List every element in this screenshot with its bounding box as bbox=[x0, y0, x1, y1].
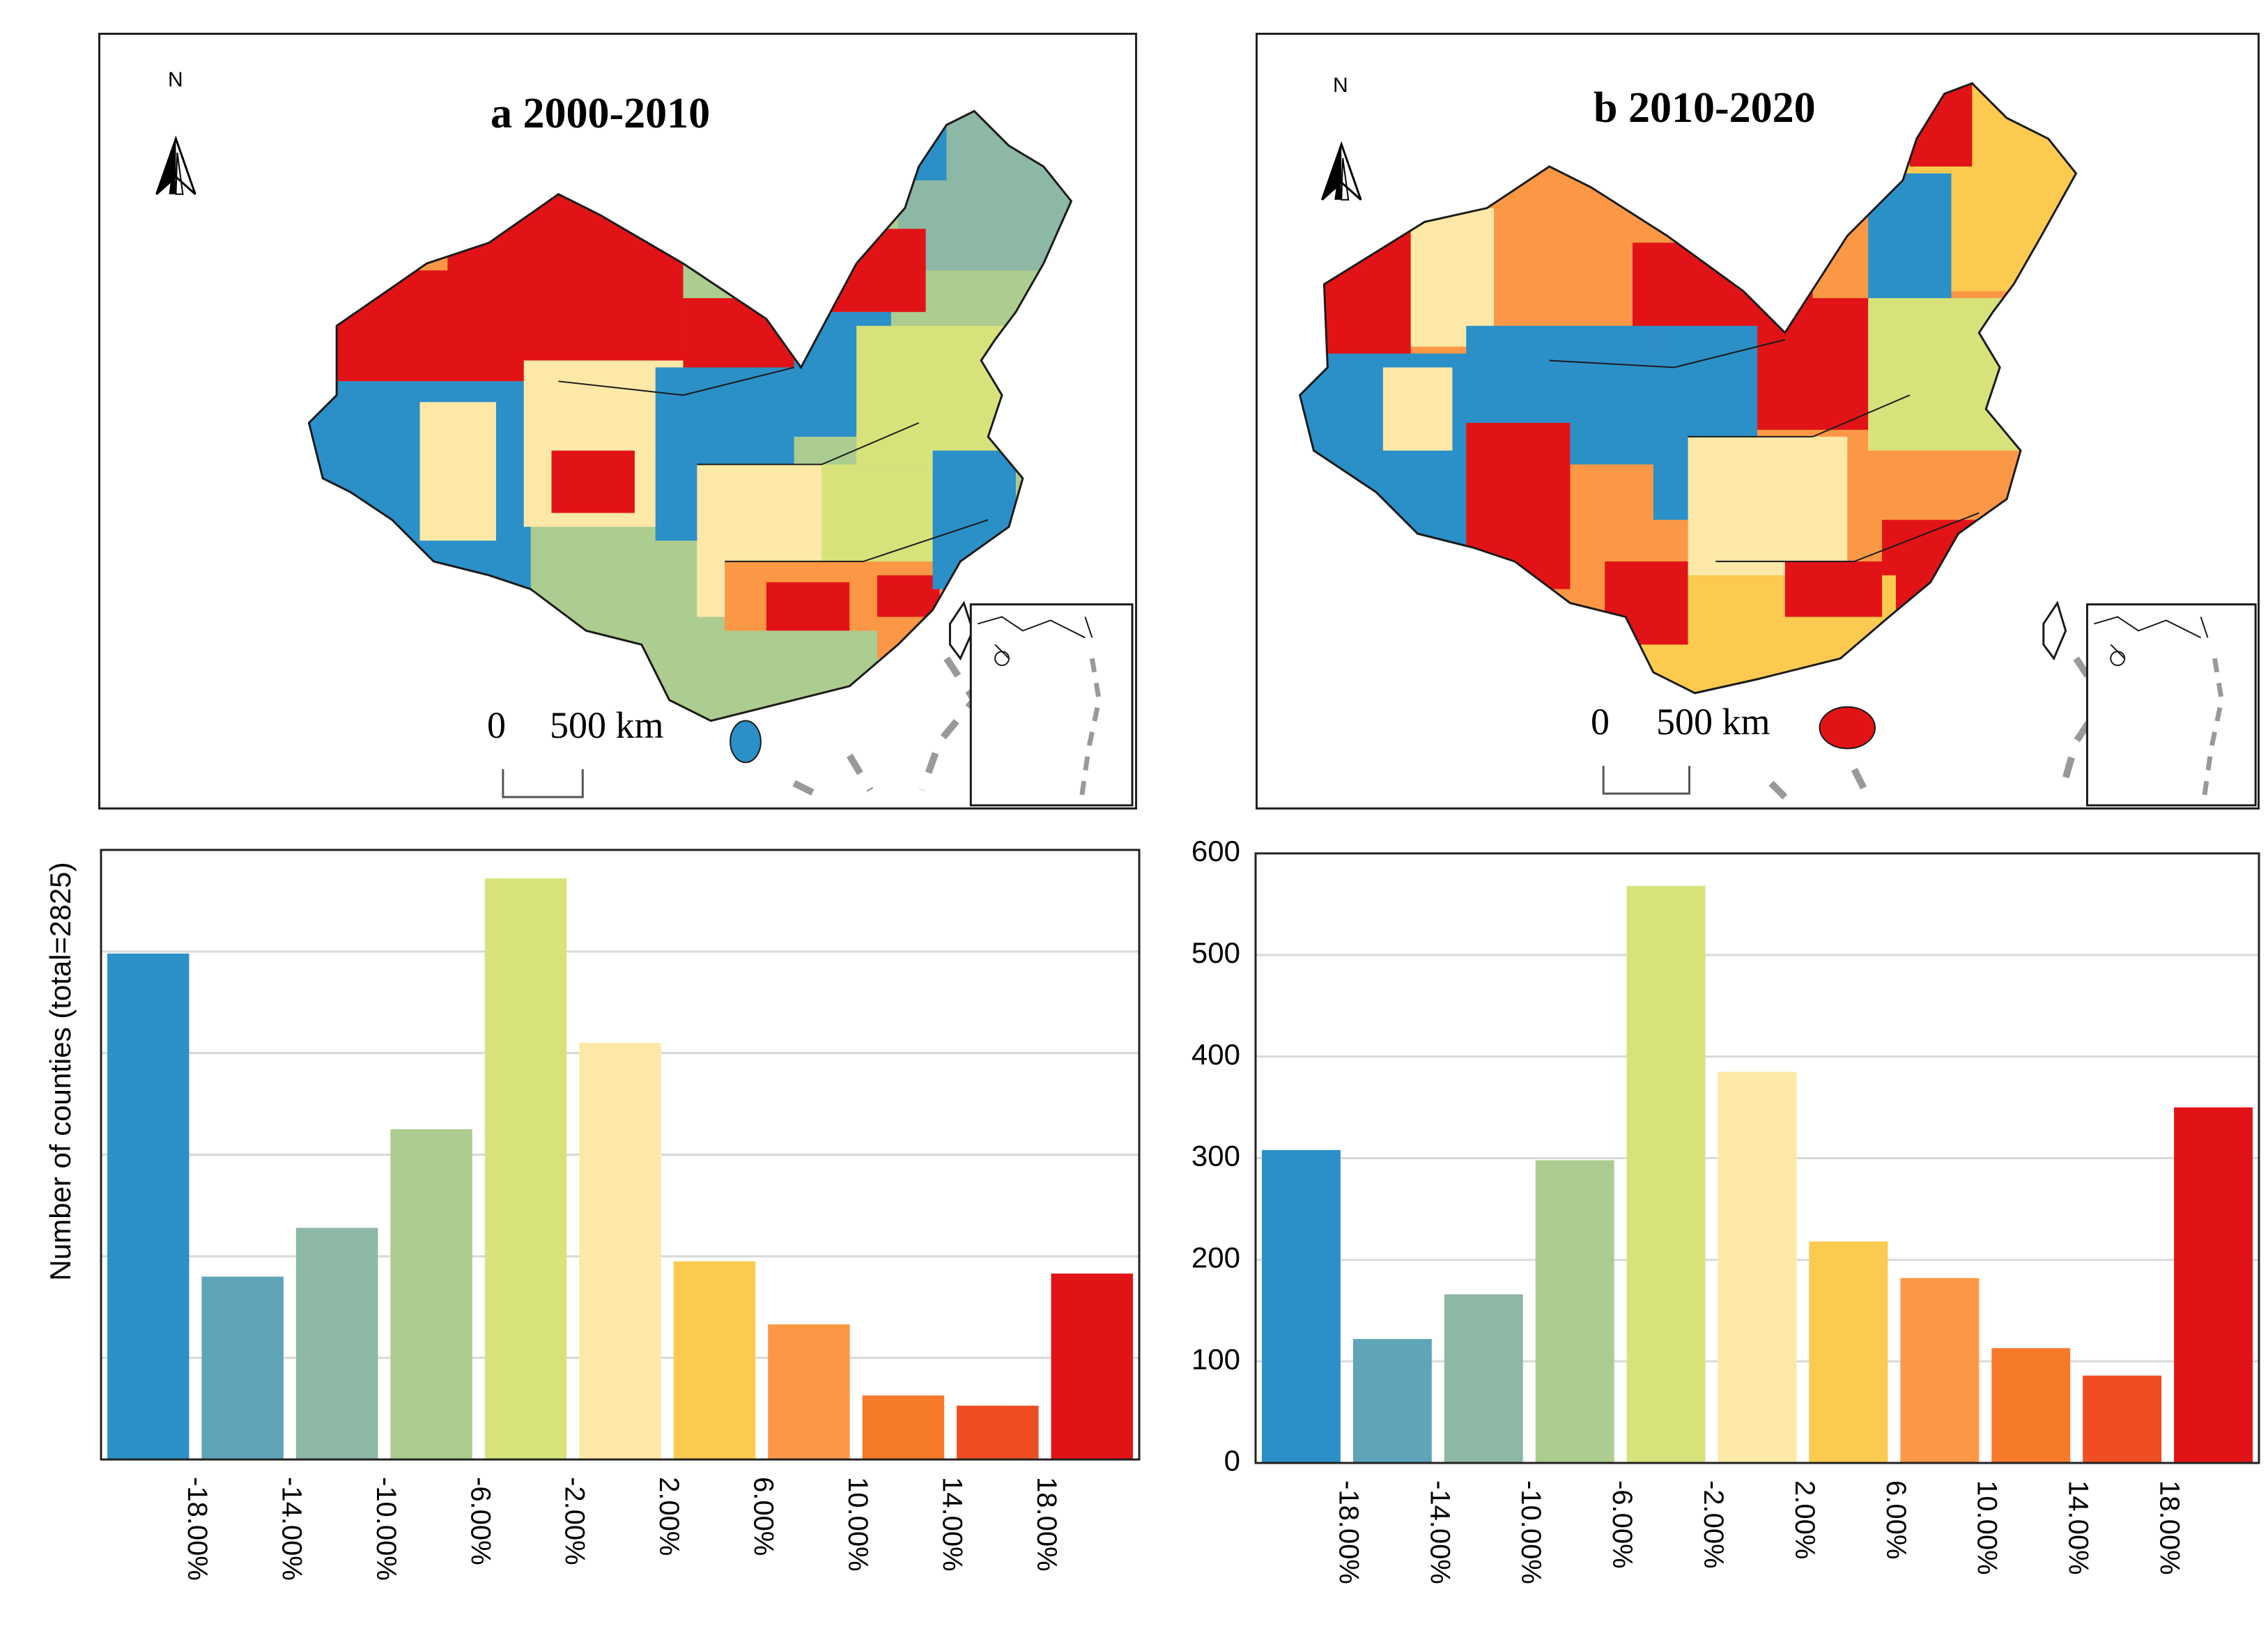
scale-bar-a bbox=[502, 769, 584, 798]
north-arrow-b bbox=[1320, 141, 1362, 201]
map-title-a: a 2000-2010 bbox=[491, 90, 711, 137]
x-tick-label: 18.00% bbox=[2154, 1480, 2185, 1575]
histogram-b: -18.00% -14.00% -10.00% -6.00% -2.00% 2.00% 6.… bbox=[1191, 835, 2260, 1584]
nine-dash-line-b bbox=[1768, 656, 2108, 800]
south-china-sea-inset-a bbox=[969, 603, 1134, 807]
bar-9 bbox=[862, 1395, 945, 1459]
y-tick-label: 0 bbox=[1224, 1444, 1240, 1477]
bar-2 bbox=[1352, 1339, 1432, 1463]
x-tick-label: 10.00% bbox=[1972, 1480, 2003, 1575]
bar-4 bbox=[1535, 1160, 1614, 1463]
x-tick-label: -6.00% bbox=[465, 1477, 495, 1565]
hainan-island-a bbox=[730, 720, 762, 764]
x-tick-label: -2.00% bbox=[560, 1477, 590, 1565]
x-tick-label: -6.00% bbox=[1607, 1480, 1637, 1569]
taiwan-outline-b bbox=[2042, 601, 2067, 661]
y-tick-label: 500 bbox=[1191, 936, 1240, 969]
south-china-sea-inset-b bbox=[2085, 603, 2257, 807]
scale-zero-a: 0 bbox=[487, 704, 506, 746]
bar-11 bbox=[1051, 1273, 1133, 1459]
x-tick-label: 2.00% bbox=[654, 1477, 684, 1556]
hainan-island-b bbox=[1819, 706, 1876, 750]
x-tick-label: 6.00% bbox=[748, 1477, 779, 1556]
y-tick-label: 200 bbox=[1191, 1241, 1240, 1273]
y-tick-label: 300 bbox=[1191, 1140, 1240, 1172]
bar-11 bbox=[2174, 1107, 2253, 1463]
scale-zero-b: 0 bbox=[1591, 701, 1610, 743]
x-tick-label: 6.00% bbox=[1881, 1480, 1911, 1559]
china-map-a bbox=[155, 109, 1134, 807]
x-tick-label: -14.00% bbox=[276, 1477, 307, 1581]
y-axis-label: Number of counties (total=2825) bbox=[44, 862, 77, 1281]
x-tick-label: 14.00% bbox=[2063, 1480, 2094, 1575]
bar-8 bbox=[768, 1324, 850, 1459]
x-tick-label: -18.00% bbox=[1333, 1480, 1364, 1584]
bar-3 bbox=[1444, 1294, 1523, 1463]
y-tick-label: 600 bbox=[1191, 835, 1240, 867]
region-boundaries-a bbox=[558, 366, 989, 562]
y-tick-label: 400 bbox=[1191, 1038, 1240, 1071]
x-tick-label: -18.00% bbox=[182, 1477, 213, 1581]
map-panel-b: b 2010-2020 N 0 500 km bbox=[1256, 33, 2260, 810]
north-label-b: N bbox=[1333, 74, 1348, 97]
x-tick-label: -14.00% bbox=[1424, 1480, 1455, 1584]
scale-distance-b: 500 km bbox=[1656, 701, 1771, 743]
china-outline-a bbox=[307, 109, 1073, 722]
region-boundaries-b bbox=[1549, 339, 1980, 562]
bar-3 bbox=[295, 1227, 378, 1459]
plot-frame bbox=[1254, 852, 2260, 1464]
map-title-b: b 2010-2020 bbox=[1594, 84, 1816, 132]
north-arrow-a bbox=[155, 135, 196, 195]
china-map-b bbox=[1298, 82, 2257, 807]
bar-1 bbox=[107, 953, 190, 1459]
bar-10 bbox=[2083, 1375, 2162, 1463]
plot-frame bbox=[100, 849, 1141, 1461]
bar-5 bbox=[1626, 885, 1706, 1463]
taiwan-outline-a bbox=[948, 601, 974, 661]
bar-7 bbox=[1809, 1241, 1888, 1463]
china-outline-b bbox=[1298, 82, 2078, 695]
nine-dash-line-a bbox=[792, 656, 979, 800]
scale-distance-a: 500 km bbox=[550, 704, 664, 746]
bar-5 bbox=[484, 878, 567, 1459]
x-tick-label: 10.00% bbox=[842, 1477, 873, 1572]
bar-9 bbox=[1991, 1348, 2071, 1463]
x-tick-label: 18.00% bbox=[1031, 1477, 1062, 1572]
bar-6 bbox=[579, 1043, 661, 1459]
scale-bar-b bbox=[1602, 766, 1691, 795]
histogram-a: -18.00% -14.00% -10.00% -6.00% -2.00% 2.00% 6.… bbox=[100, 849, 1141, 1581]
bar-6 bbox=[1718, 1071, 1797, 1463]
bar-2 bbox=[201, 1276, 284, 1459]
bar-4 bbox=[390, 1129, 472, 1459]
map-panel-a: a 2000-2010 N 0 500 km bbox=[98, 33, 1137, 810]
bar-8 bbox=[1900, 1278, 1980, 1463]
north-label-a: N bbox=[168, 68, 183, 91]
x-tick-label: 2.00% bbox=[1789, 1480, 1820, 1559]
bar-7 bbox=[673, 1261, 756, 1459]
x-tick-label: -10.00% bbox=[371, 1477, 401, 1581]
bar-10 bbox=[957, 1405, 1039, 1459]
x-tick-label: -10.00% bbox=[1515, 1480, 1546, 1584]
x-tick-label: -2.00% bbox=[1698, 1480, 1729, 1569]
y-tick-label: 100 bbox=[1191, 1342, 1240, 1375]
x-tick-label: 14.00% bbox=[937, 1477, 968, 1572]
bar-1 bbox=[1262, 1149, 1341, 1463]
